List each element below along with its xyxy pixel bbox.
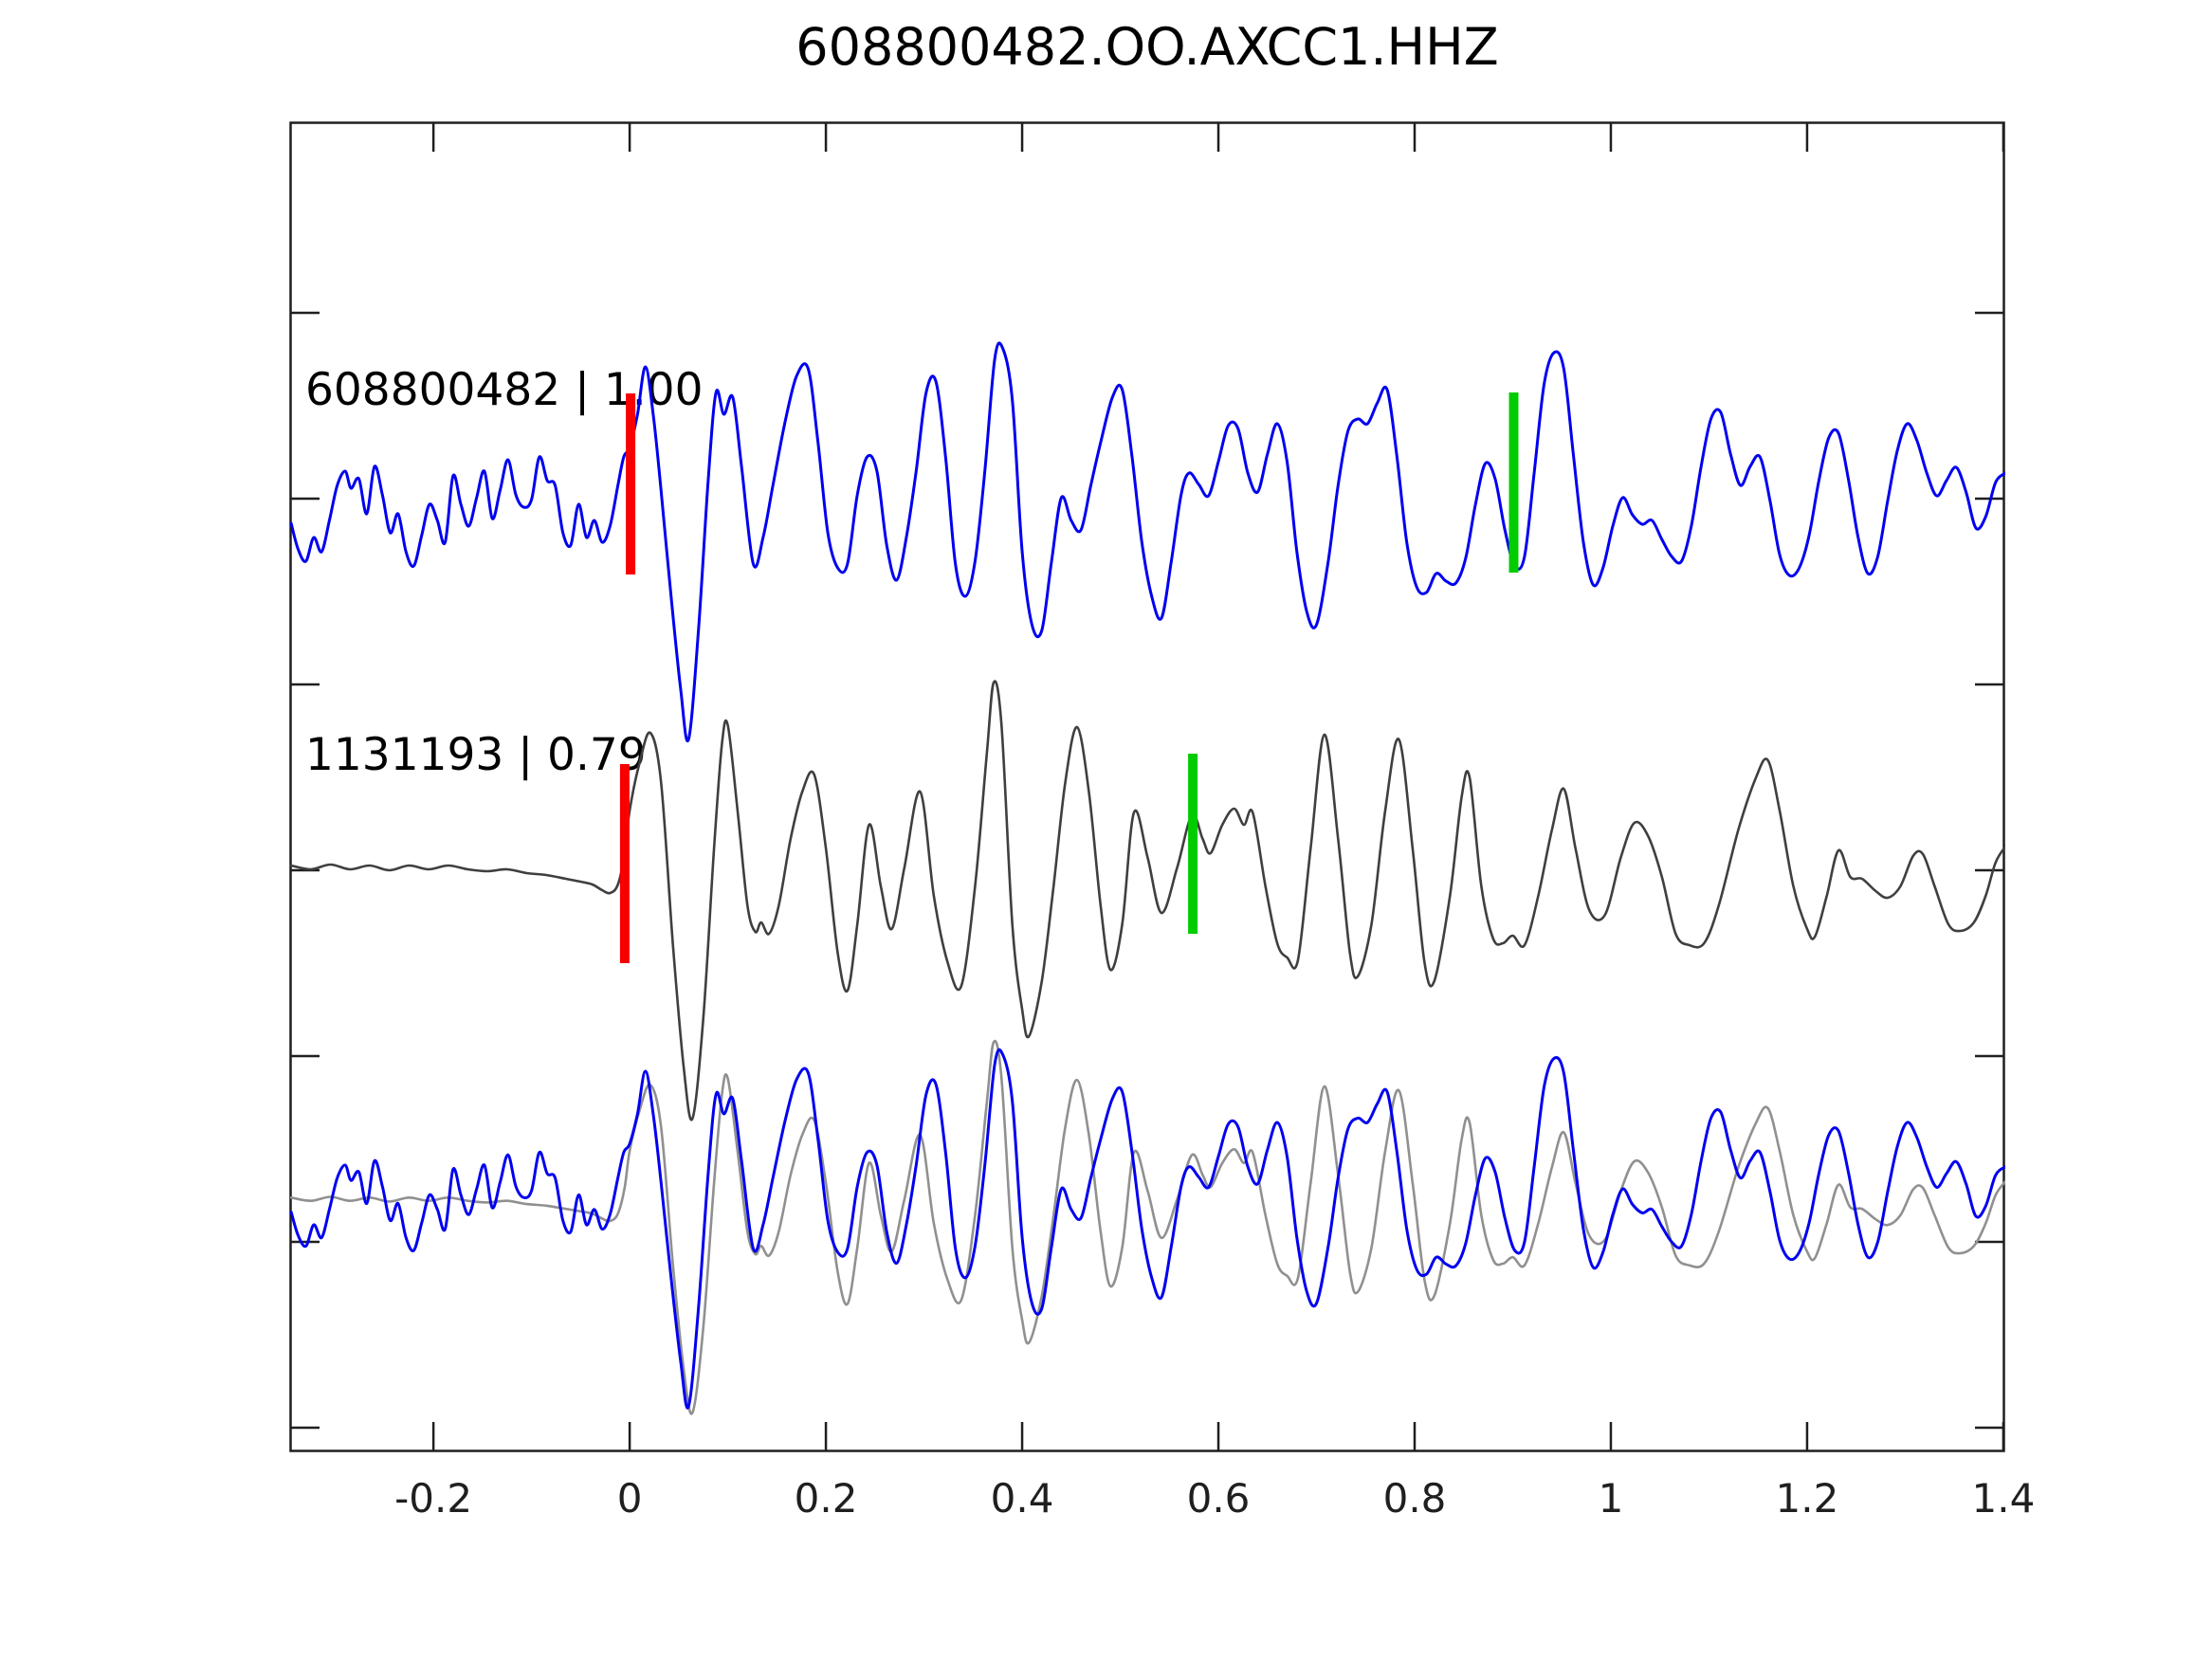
template-match-marker bbox=[1508, 392, 1519, 573]
x-tick-label: 0.4 bbox=[990, 1475, 1054, 1522]
waveform-template-608800482 bbox=[289, 341, 2007, 743]
axes-area bbox=[289, 121, 2007, 1452]
axes-border bbox=[289, 121, 2005, 1452]
x-tick-label: 1.2 bbox=[1775, 1475, 1839, 1522]
waveform-overlay-template bbox=[289, 1048, 2007, 1410]
detection-trace-label: 1131193 | 0.79 bbox=[305, 729, 647, 781]
template-pick-marker bbox=[626, 393, 636, 574]
x-tick-label: -0.2 bbox=[394, 1475, 473, 1522]
x-tick-label: 1 bbox=[1598, 1475, 1624, 1522]
x-tick-label: 0 bbox=[616, 1475, 643, 1522]
waveform-plot bbox=[289, 121, 2007, 1452]
waveform-overlay-detection bbox=[289, 1039, 2007, 1415]
x-tick-label: 0.8 bbox=[1382, 1475, 1447, 1522]
template-trace-label: 608800482 | 1.00 bbox=[305, 364, 704, 416]
figure-title: 608800482.OO.AXCC1.HHZ bbox=[795, 17, 1499, 77]
x-tick-label: 1.4 bbox=[1971, 1475, 2036, 1522]
detection-pick-marker bbox=[619, 764, 630, 963]
x-tick-label: 0.2 bbox=[794, 1475, 858, 1522]
x-tick-label: 0.6 bbox=[1186, 1475, 1251, 1522]
detection-match-marker bbox=[1188, 754, 1198, 934]
waveform-detection-1131193 bbox=[289, 680, 2007, 1121]
